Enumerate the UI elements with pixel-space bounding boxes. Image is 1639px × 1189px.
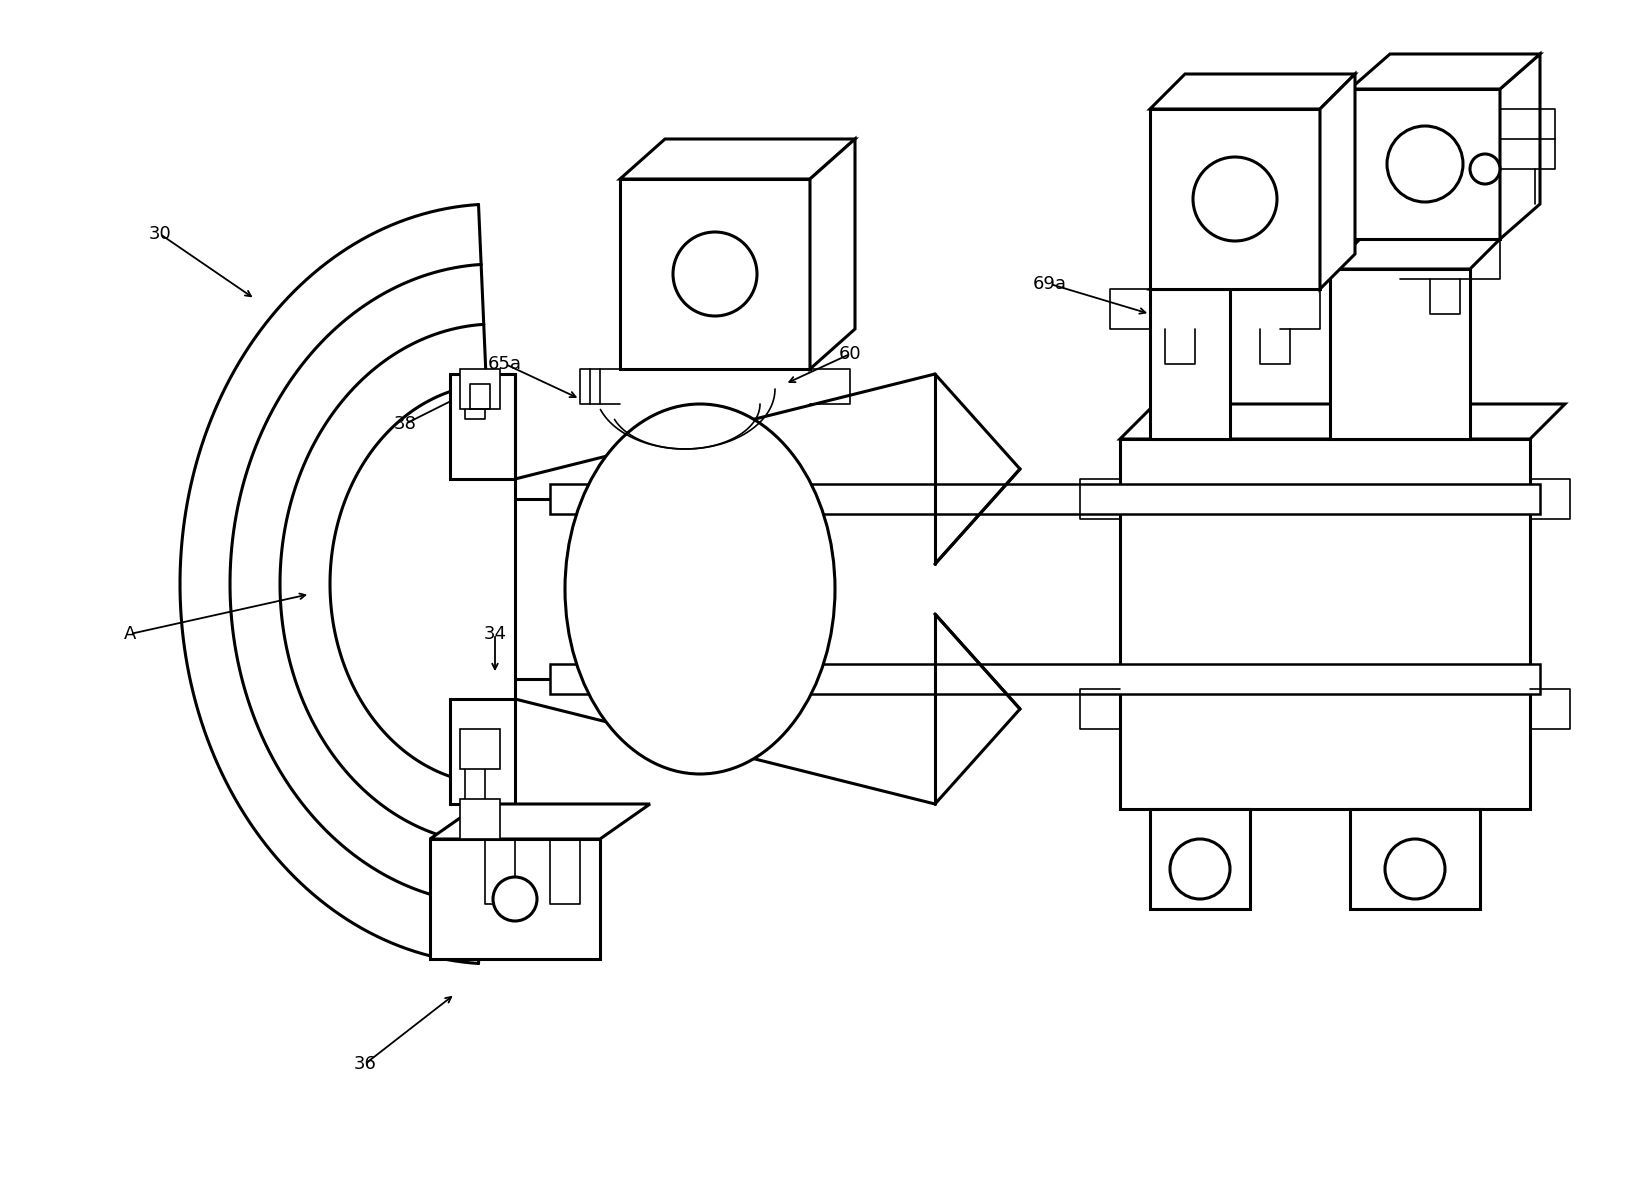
Circle shape: [1169, 839, 1229, 899]
Polygon shape: [549, 484, 1539, 514]
Polygon shape: [229, 264, 495, 904]
Polygon shape: [1319, 74, 1354, 289]
Polygon shape: [1500, 54, 1539, 239]
Polygon shape: [459, 369, 500, 409]
Polygon shape: [1329, 269, 1469, 439]
Text: 32: 32: [718, 615, 741, 633]
Polygon shape: [515, 375, 1019, 638]
Circle shape: [493, 877, 536, 921]
Polygon shape: [1149, 289, 1229, 439]
Polygon shape: [1119, 439, 1529, 809]
Text: 61: 61: [1118, 526, 1141, 543]
Text: 76: 76: [1398, 165, 1421, 183]
Polygon shape: [1349, 89, 1500, 239]
Polygon shape: [1149, 109, 1319, 289]
Polygon shape: [449, 699, 515, 804]
Polygon shape: [459, 729, 500, 769]
Polygon shape: [180, 205, 495, 963]
Polygon shape: [449, 375, 515, 479]
Polygon shape: [1329, 234, 1505, 269]
Text: 60: 60: [838, 345, 860, 363]
Text: 65a: 65a: [488, 356, 521, 373]
Text: 70: 70: [1503, 474, 1526, 493]
Polygon shape: [1119, 404, 1564, 439]
Circle shape: [1387, 126, 1462, 202]
Text: 38: 38: [393, 415, 416, 433]
Polygon shape: [459, 799, 500, 839]
Polygon shape: [549, 663, 1539, 694]
Text: 69a: 69a: [1033, 275, 1067, 292]
Polygon shape: [1149, 809, 1249, 910]
Circle shape: [1469, 155, 1500, 184]
Polygon shape: [1149, 74, 1354, 109]
Polygon shape: [280, 325, 495, 844]
Polygon shape: [429, 839, 600, 960]
Text: 30: 30: [149, 225, 170, 243]
Polygon shape: [810, 139, 854, 369]
Text: 36: 36: [354, 1055, 377, 1072]
Circle shape: [672, 232, 757, 316]
Polygon shape: [1349, 809, 1478, 910]
Circle shape: [1192, 157, 1277, 241]
Text: 34: 34: [484, 625, 506, 643]
Circle shape: [1385, 839, 1444, 899]
Text: 39: 39: [652, 260, 677, 278]
Polygon shape: [329, 384, 495, 784]
Polygon shape: [1149, 254, 1264, 289]
Text: A: A: [123, 625, 136, 643]
Text: 38: 38: [449, 705, 470, 723]
Polygon shape: [620, 180, 810, 369]
Text: 38: 38: [484, 775, 506, 793]
Polygon shape: [429, 804, 649, 839]
Polygon shape: [1349, 54, 1539, 89]
Polygon shape: [620, 139, 854, 180]
Ellipse shape: [565, 404, 834, 774]
